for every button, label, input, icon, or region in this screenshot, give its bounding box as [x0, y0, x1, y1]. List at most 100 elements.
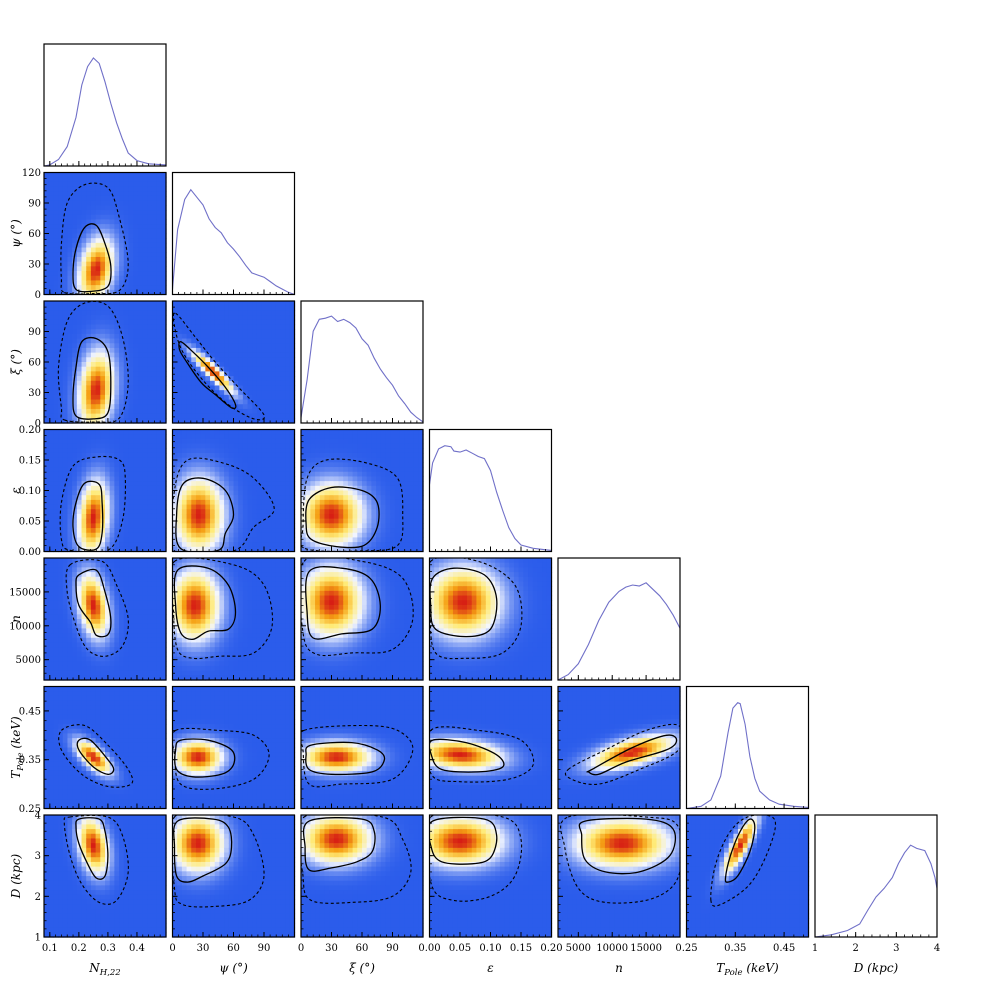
density-cell [142, 452, 148, 459]
density-cell [315, 528, 321, 534]
density-cell [81, 347, 87, 354]
density-cell [233, 452, 239, 459]
density-cell [81, 476, 87, 482]
density-cell [114, 523, 120, 529]
density-cell [67, 242, 73, 249]
density-cell [156, 376, 162, 382]
density-cell [142, 305, 148, 311]
density-cell [195, 310, 202, 316]
density-cell [128, 366, 134, 372]
density-cell [100, 280, 106, 286]
density-cell [390, 429, 396, 435]
density-cell [72, 399, 78, 405]
density-cell [319, 518, 326, 524]
density-cell [266, 476, 272, 482]
density-cell [119, 338, 125, 344]
density-cell [238, 429, 244, 435]
density-cell [261, 357, 267, 363]
density-cell [53, 352, 59, 358]
density-cell [242, 376, 249, 382]
density-cell [238, 305, 244, 311]
density-cell [62, 528, 69, 534]
density-cell [181, 399, 188, 405]
density-cell [324, 528, 330, 534]
density-cell [142, 205, 148, 211]
density-cell [137, 285, 144, 291]
density-cell [100, 490, 106, 496]
density-cell [90, 301, 97, 307]
density-cell [261, 467, 267, 473]
density-cell [114, 242, 120, 249]
density-cell [172, 481, 178, 487]
density-cell [413, 490, 419, 496]
density-panel-xi-vs-psi [171, 300, 296, 424]
density-cell [228, 315, 235, 321]
density-cell [72, 366, 78, 372]
density-cell [67, 338, 73, 344]
density-cell [147, 343, 153, 349]
density-cell [310, 429, 316, 435]
density-cell [62, 614, 69, 620]
density-cell [266, 362, 272, 368]
density-cell [109, 590, 115, 597]
density-cell [142, 366, 148, 372]
density-cell [81, 586, 87, 592]
density-cell [90, 558, 97, 564]
density-panel-eps-vs-psi [171, 428, 296, 553]
density-cell [67, 219, 73, 225]
density-cell [53, 214, 59, 221]
density-cell [109, 210, 115, 216]
density-cell [172, 471, 178, 478]
density-cell [86, 572, 92, 578]
density-cell [67, 490, 73, 496]
density-cell [100, 443, 106, 449]
density-cell [76, 205, 83, 211]
density-cell [195, 329, 202, 335]
density-cell [256, 509, 263, 515]
density-cell [133, 191, 139, 197]
density-cell [285, 362, 291, 368]
density-cell [62, 467, 69, 473]
density-cell [214, 305, 221, 311]
density-cell [181, 485, 188, 492]
density-cell [380, 518, 387, 524]
density-cell [181, 513, 188, 520]
density-cell [177, 452, 183, 459]
density-cell [114, 394, 120, 401]
density-cell [133, 546, 139, 553]
density-cell [62, 452, 69, 459]
density-cell [95, 651, 101, 658]
density-cell [62, 347, 69, 354]
density-cell [109, 476, 115, 482]
density-cell [247, 301, 253, 307]
density-cell [114, 443, 120, 449]
density-cell [100, 394, 106, 401]
density-cell [408, 528, 415, 534]
density-cell [285, 394, 291, 401]
density-cell [105, 481, 111, 487]
density-cell [95, 394, 101, 401]
density-cell [48, 665, 54, 672]
density-cell [266, 471, 272, 478]
density-cell [238, 443, 244, 449]
density-cell [347, 542, 354, 548]
density-cell [151, 408, 158, 415]
density-cell [266, 542, 272, 548]
density-cell [109, 408, 115, 415]
density-cell [186, 362, 192, 368]
density-cell [128, 467, 134, 473]
density-cell [48, 333, 54, 340]
density-cell [62, 438, 69, 445]
density-cell [161, 429, 167, 435]
density-cell [114, 228, 120, 235]
density-cell [58, 457, 64, 463]
density-cell [95, 581, 101, 587]
density-cell [271, 352, 277, 358]
density-cell [256, 528, 263, 534]
density-cell [109, 205, 115, 211]
density-cell [275, 499, 282, 506]
density-cell [81, 343, 87, 349]
density-cell [195, 443, 202, 449]
density-cell [109, 242, 115, 249]
